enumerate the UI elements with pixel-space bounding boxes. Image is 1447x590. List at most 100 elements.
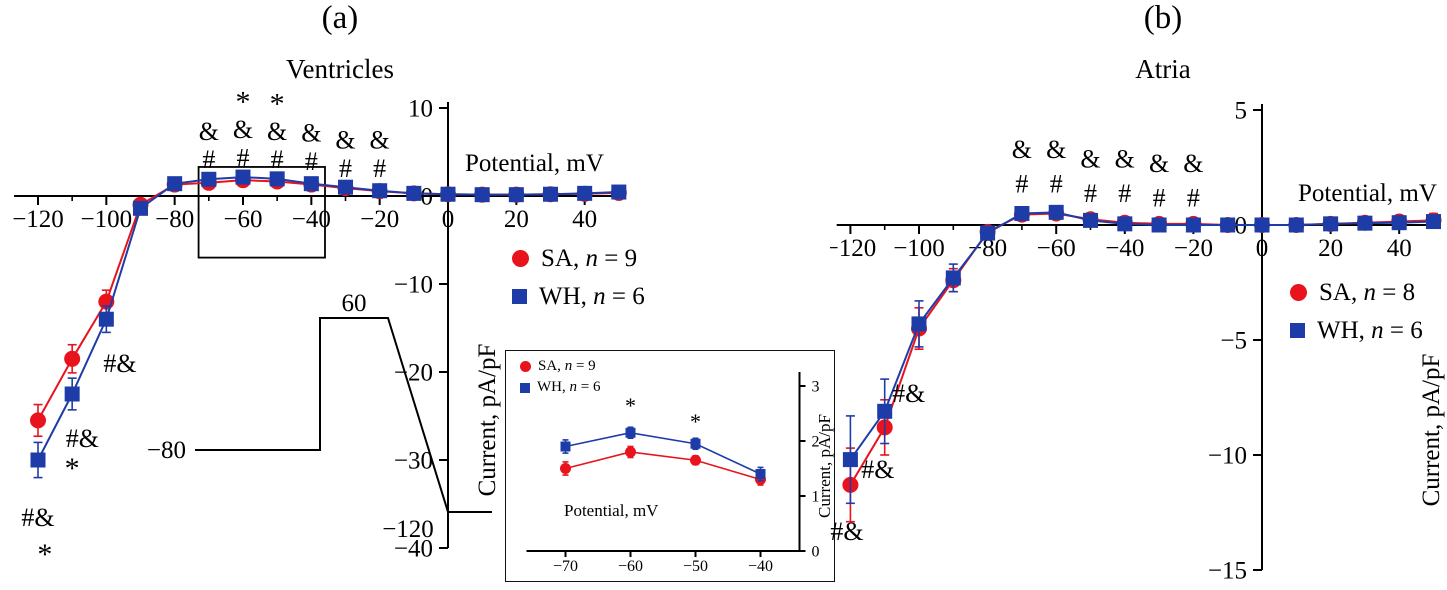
svg-text:&: & bbox=[370, 126, 390, 155]
legend-label-sa: SA, n = 9 bbox=[541, 245, 638, 272]
svg-text:0: 0 bbox=[442, 206, 455, 233]
wh-square-marker bbox=[520, 382, 530, 393]
svg-text:−30: −30 bbox=[394, 448, 433, 475]
svg-text:−60: −60 bbox=[223, 206, 262, 233]
svg-text:0: 0 bbox=[812, 543, 820, 560]
svg-text:1: 1 bbox=[812, 488, 820, 505]
svg-text:#: # bbox=[1050, 170, 1063, 199]
panel-a-letter: (a) bbox=[321, 0, 359, 36]
svg-text:−120: −120 bbox=[12, 206, 64, 233]
legend-item-sa: SA, n = 9 bbox=[512, 246, 645, 271]
svg-text:−10: −10 bbox=[1208, 443, 1247, 470]
svg-text:#: # bbox=[1118, 179, 1131, 208]
svg-text:20: 20 bbox=[504, 206, 529, 233]
svg-text:&: & bbox=[1012, 135, 1032, 164]
svg-text:*: * bbox=[690, 409, 701, 434]
svg-text:&: & bbox=[335, 126, 355, 155]
svg-text:#&: #& bbox=[892, 379, 925, 408]
svg-text:*: * bbox=[65, 452, 80, 485]
wh-square-marker bbox=[512, 289, 527, 304]
svg-text:0: 0 bbox=[421, 184, 434, 211]
legend-item-sa: SA, n = 8 bbox=[1290, 280, 1423, 305]
svg-text:2: 2 bbox=[812, 433, 820, 450]
svg-text:&: & bbox=[1149, 149, 1169, 178]
inset-iv-chart: −70 −60 −50 −40 0 1 2 3 * * bbox=[526, 372, 820, 575]
sa-circle-marker bbox=[1290, 284, 1307, 301]
legend-label-wh: WH, n = 6 bbox=[539, 283, 645, 310]
inset-legend-item-sa: SA, n = 9 bbox=[520, 359, 600, 374]
protocol-step-label: 60 bbox=[341, 290, 367, 317]
svg-text:−20: −20 bbox=[360, 206, 399, 233]
panel-a-title: Ventricles bbox=[286, 54, 394, 84]
inset-legend-label-sa: SA, n = 9 bbox=[538, 358, 596, 374]
svg-text:5: 5 bbox=[1235, 98, 1248, 125]
svg-text:#: # bbox=[1015, 170, 1028, 199]
svg-text:&: & bbox=[1183, 149, 1203, 178]
legend-label-wh: WH, n = 6 bbox=[1317, 317, 1423, 344]
svg-text:−60: −60 bbox=[1037, 235, 1076, 262]
panel-atria: −120 −100 −80 −60 −40 −20 0 20 40 5 0 −5 −10 −15 # & # & #… bbox=[830, 0, 1447, 590]
svg-text:−40: −40 bbox=[394, 536, 433, 563]
svg-text:&: & bbox=[267, 117, 287, 146]
svg-text:#: # bbox=[1187, 183, 1200, 212]
wh-square-marker bbox=[1290, 323, 1305, 338]
svg-text:&: & bbox=[1115, 144, 1135, 173]
svg-text:−100: −100 bbox=[81, 206, 133, 233]
inset-legend-label-wh: WH, n = 6 bbox=[537, 379, 601, 395]
svg-text:#&: #& bbox=[103, 349, 136, 378]
svg-text:10: 10 bbox=[408, 96, 433, 123]
panel-b-letter: (b) bbox=[1143, 0, 1183, 36]
svg-text:#: # bbox=[202, 145, 215, 174]
svg-text:#: # bbox=[305, 147, 318, 176]
inset-xaxis-title: Potential, mV bbox=[564, 501, 659, 520]
inset-legend: SA, n = 9 WH, n = 6 bbox=[520, 359, 600, 401]
svg-text:−20: −20 bbox=[394, 360, 433, 387]
protocol-ramp-label: −120 bbox=[382, 516, 434, 543]
svg-text:−10: −10 bbox=[394, 272, 433, 299]
svg-text:#&: #& bbox=[861, 455, 894, 484]
inset-zoom-chart: −70 −60 −50 −40 0 1 2 3 * * Potential, mV Current… bbox=[505, 350, 835, 582]
svg-text:−40: −40 bbox=[1105, 235, 1144, 262]
panel-a-yaxis-title: Current, pA/pF bbox=[474, 343, 501, 497]
svg-text:&: & bbox=[233, 115, 253, 144]
svg-text:#: # bbox=[1084, 179, 1097, 208]
legend-label-sa: SA, n = 8 bbox=[1319, 279, 1416, 306]
panel-a-legend: SA, n = 9 WH, n = 6 bbox=[512, 246, 645, 322]
legend-item-wh: WH, n = 6 bbox=[512, 284, 645, 309]
ventricles-iv-chart: −120 −100 −80 −60 −40 −20 0 20 40100−10−20−30−40… bbox=[12, 86, 627, 571]
sa-circle-marker bbox=[512, 250, 529, 267]
svg-text:−15: −15 bbox=[1208, 558, 1247, 585]
svg-text:#&: #& bbox=[830, 517, 863, 546]
svg-text:&: & bbox=[199, 117, 219, 146]
svg-text:#: # bbox=[236, 143, 249, 172]
svg-text:−70: −70 bbox=[553, 558, 578, 575]
svg-text:&: & bbox=[301, 119, 321, 148]
svg-text:&: & bbox=[1046, 135, 1066, 164]
svg-text:#: # bbox=[339, 154, 352, 183]
panel-b-legend: SA, n = 8 WH, n = 6 bbox=[1290, 280, 1423, 356]
panel-b-xaxis-title: Potential, mV bbox=[1298, 180, 1437, 207]
legend-item-wh: WH, n = 6 bbox=[1290, 318, 1423, 343]
svg-text:*: * bbox=[235, 86, 250, 119]
svg-text:−80: −80 bbox=[155, 206, 194, 233]
svg-text:−40: −40 bbox=[748, 558, 773, 575]
panel-b-title: Atria bbox=[1135, 54, 1191, 84]
svg-text:−5: −5 bbox=[1220, 328, 1247, 355]
panel-ventricles: −120 −100 −80 −60 −40 −20 0 20 40 10 0 −10 −20 −30 −40… bbox=[12, 0, 835, 582]
svg-text:*: * bbox=[270, 87, 285, 120]
sa-circle-marker bbox=[520, 361, 531, 372]
svg-text:#&: #& bbox=[21, 503, 54, 532]
svg-text:40: 40 bbox=[572, 206, 597, 233]
svg-text:#: # bbox=[1153, 183, 1166, 212]
svg-text:−120: −120 bbox=[830, 235, 876, 262]
svg-text:40: 40 bbox=[1387, 235, 1412, 262]
svg-text:−100: −100 bbox=[893, 235, 945, 262]
atria-iv-chart: −120 −100 −80 −60 −40 −20 0 20 4050−5−10−15#&#&#… bbox=[830, 98, 1442, 585]
svg-text:0: 0 bbox=[1256, 235, 1269, 262]
svg-text:−50: −50 bbox=[683, 558, 708, 575]
svg-text:#: # bbox=[373, 154, 386, 183]
svg-text:&: & bbox=[1080, 144, 1100, 173]
svg-text:*: * bbox=[625, 393, 636, 418]
svg-text:#: # bbox=[271, 145, 284, 174]
